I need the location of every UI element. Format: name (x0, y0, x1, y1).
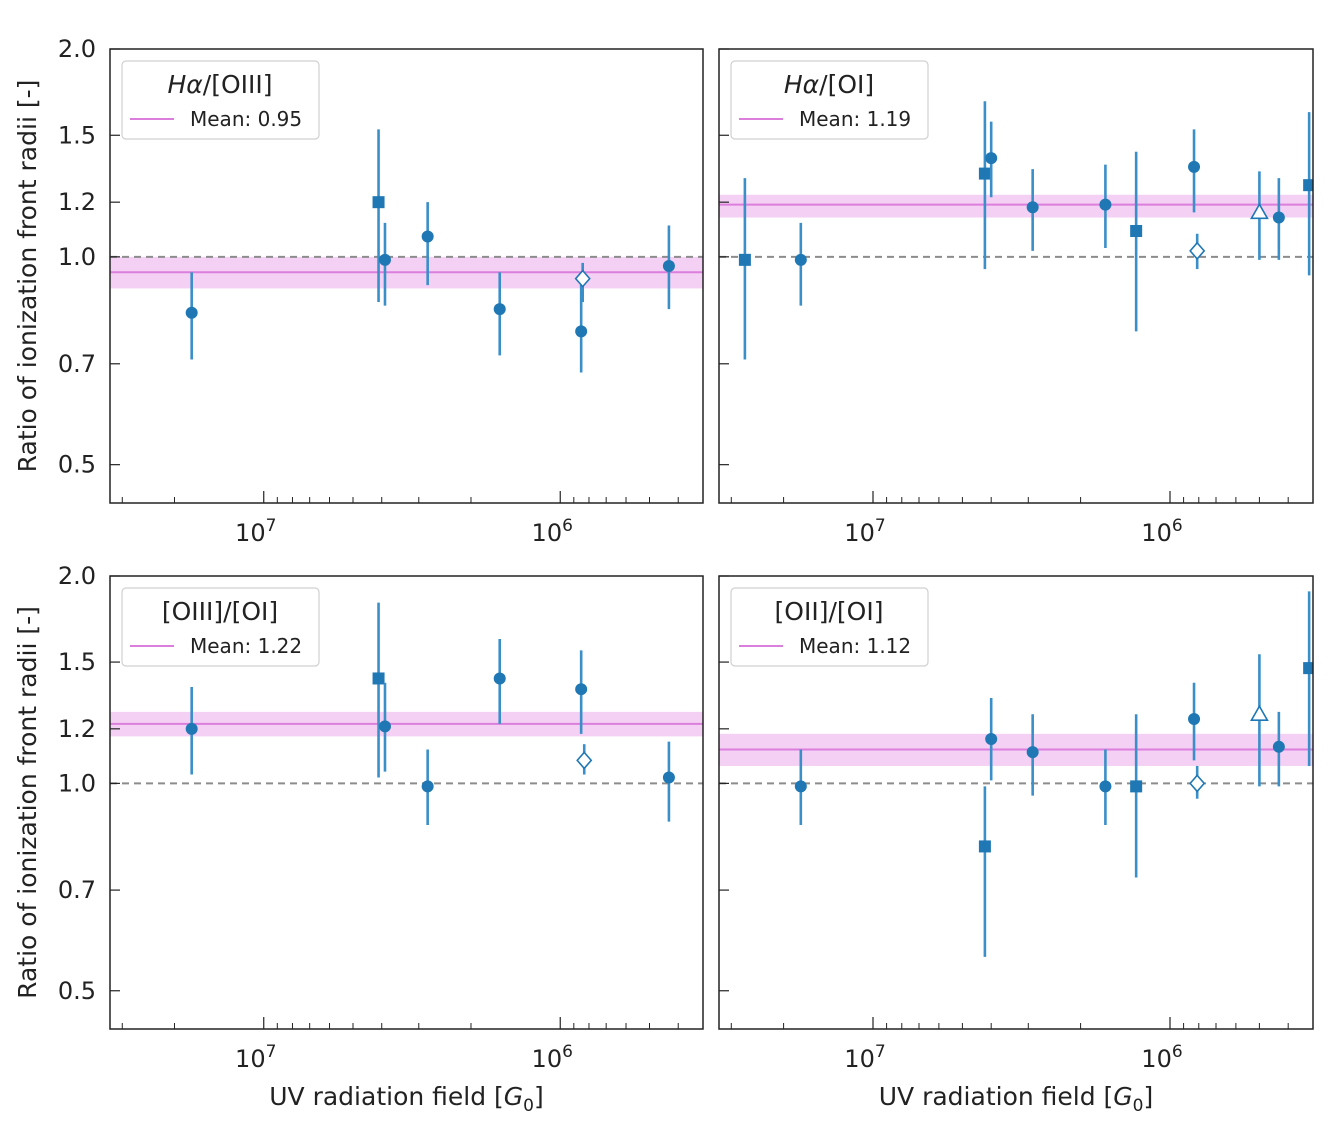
mean-band (719, 194, 1313, 218)
data-point (978, 840, 991, 853)
y-tick-label: 1.2 (58, 188, 96, 216)
data-point (978, 167, 991, 180)
data-point (1250, 202, 1269, 220)
plot-frame (109, 48, 704, 504)
data-point (378, 720, 391, 733)
plot-frame (109, 575, 704, 1030)
plot-area (110, 129, 703, 373)
y-tick-label: 2.0 (58, 35, 96, 63)
legend: Hα/[OIII] Mean: 0.95 (121, 60, 320, 140)
y-tick-label: 0.7 (58, 876, 96, 904)
data-point (1272, 211, 1285, 224)
data-point (1026, 746, 1039, 759)
plot-frame (718, 48, 1314, 504)
data-point (794, 253, 807, 266)
legend-mean-label: Mean: 1.22 (190, 634, 302, 658)
data-point (574, 269, 591, 288)
y-tick-label: 0.7 (58, 350, 96, 378)
x-tick-label: 106 (1141, 1042, 1182, 1073)
x-tick-label: 107 (235, 1042, 276, 1073)
x-axis-label: UV radiation field [G0] (269, 1082, 544, 1116)
legend-mean-label: Mean: 0.95 (190, 107, 302, 131)
data-point (1189, 241, 1206, 261)
x-tick-label: 106 (1141, 516, 1182, 547)
data-point (985, 732, 998, 745)
data-point (738, 253, 751, 266)
data-point (1303, 179, 1313, 192)
legend: [OIII]/[OI] Mean: 1.22 (121, 587, 320, 667)
data-point (1026, 201, 1039, 214)
data-point (662, 771, 675, 784)
panel-bottom-right: 107 106 [OII]/[OI] Mean: 1.12 UV radiation f… (718, 575, 1314, 1116)
legend-mean-label: Mean: 1.12 (799, 634, 911, 658)
y-tick-label: 1.0 (58, 769, 96, 797)
y-axis-label: Ratio of ionization front radii [-] (13, 80, 42, 473)
y-tick-label: 1.0 (58, 243, 96, 271)
data-point (185, 306, 198, 319)
x-tick-label: 107 (844, 516, 885, 547)
legend-mean-label: Mean: 1.19 (799, 107, 911, 131)
data-point (493, 672, 506, 685)
y-axis-label: Ratio of ionization front radii [-] (13, 606, 42, 999)
plot-area (719, 591, 1313, 957)
legend-title: Hα/[OIII] (167, 70, 272, 99)
panel-bottom-left: 0.5 0.7 1.0 1.2 1.5 2.0 107 106 [OIII]/[OI] Mean:… (13, 562, 704, 1116)
data-point (1188, 160, 1201, 173)
plot-area (719, 101, 1313, 360)
data-point (575, 683, 588, 696)
data-point (1130, 224, 1143, 237)
data-point (1130, 780, 1143, 793)
data-point (1188, 713, 1201, 726)
data-point (1303, 662, 1313, 675)
y-tick-label: 1.2 (58, 715, 96, 743)
data-point (794, 780, 807, 793)
y-tick-label: 0.5 (58, 451, 96, 479)
y-tick-label: 2.0 (58, 562, 96, 590)
data-point (1250, 704, 1269, 722)
data-point (1189, 774, 1206, 793)
x-tick-label: 106 (532, 516, 573, 547)
plot-frame (718, 575, 1314, 1030)
data-point (985, 152, 998, 165)
data-point (662, 259, 675, 272)
y-tick-label: 1.5 (58, 648, 96, 676)
x-axis-label: UV radiation field [G0] (879, 1082, 1154, 1116)
data-point (378, 253, 391, 266)
legend: Hα/[OI] Mean: 1.19 (730, 60, 929, 140)
y-tick-label: 1.5 (58, 121, 96, 149)
data-point (576, 751, 593, 770)
y-tick-label: 0.5 (58, 977, 96, 1005)
legend-title: [OIII]/[OI] (162, 597, 278, 626)
plot-area (110, 602, 703, 826)
legend: [OII]/[OI] Mean: 1.12 (730, 587, 929, 667)
x-tick-label: 107 (844, 1042, 885, 1073)
data-point (421, 780, 434, 793)
panel-top-right: 107 106 Hα/[OI] Mean: 1.19 (718, 48, 1314, 547)
data-point (1099, 780, 1112, 793)
panel-top-left: 0.5 0.7 1.0 1.2 1.5 2.0 107 106 Hα/[OIII] Mean: 0… (13, 35, 704, 547)
data-point (372, 672, 385, 685)
data-point (575, 325, 588, 338)
data-point (421, 230, 434, 243)
data-point (1272, 740, 1285, 753)
data-point (493, 303, 506, 316)
legend-title: Hα/[OI] (784, 70, 874, 99)
data-point (372, 196, 385, 209)
data-point (185, 722, 198, 735)
data-point (1099, 198, 1112, 211)
legend-title: [OII]/[OI] (775, 597, 884, 626)
x-tick-label: 107 (235, 516, 276, 547)
x-tick-label: 106 (532, 1042, 573, 1073)
